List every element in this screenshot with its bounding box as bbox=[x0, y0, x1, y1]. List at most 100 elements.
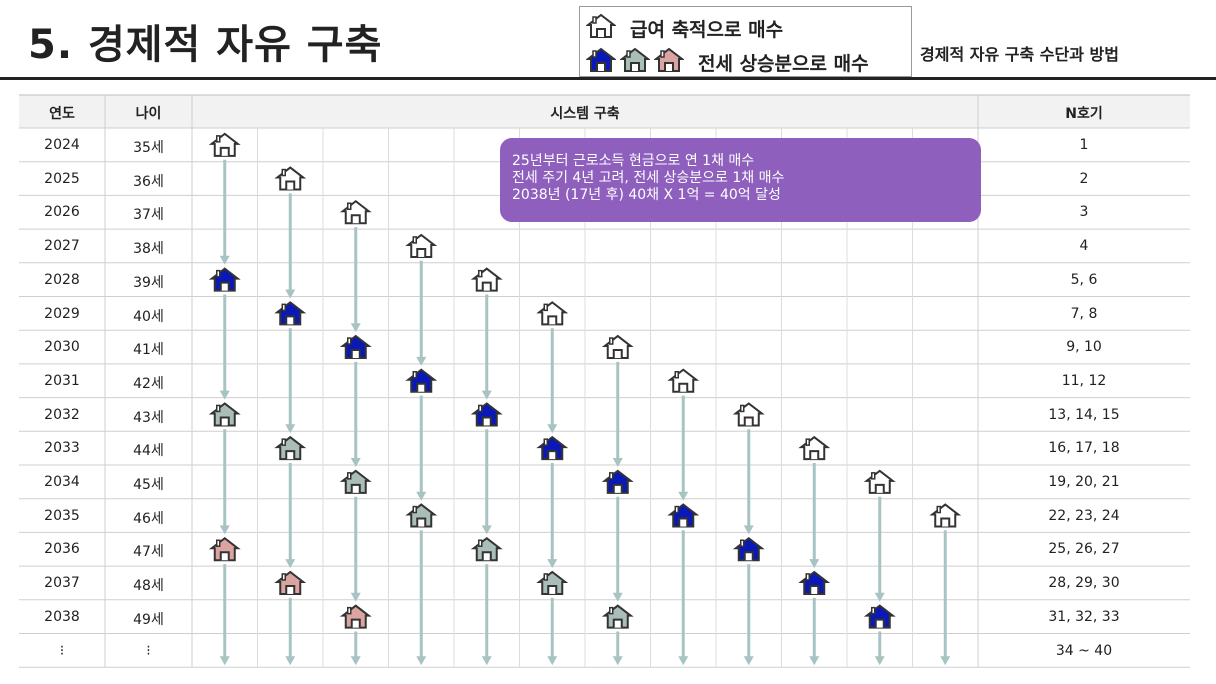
house-icon-pink bbox=[339, 604, 372, 629]
cell-count: 31, 32, 33 bbox=[1048, 608, 1120, 625]
legend-deposit-row: 전세 상승분으로 매수 bbox=[585, 47, 869, 77]
house-icon-gray bbox=[470, 536, 503, 562]
arrow-head bbox=[612, 656, 623, 666]
legend-deposit-label: 전세 상승분으로 매수 bbox=[698, 52, 869, 75]
header-count: N호기 bbox=[1065, 106, 1103, 122]
arrow-head bbox=[612, 458, 623, 467]
arrow-head bbox=[219, 656, 230, 666]
cell-age: 45세 bbox=[133, 477, 164, 493]
arrow-head bbox=[219, 525, 230, 535]
cell-year: 2034 bbox=[44, 474, 80, 490]
cell-count: 11, 12 bbox=[1061, 372, 1107, 389]
cell-year: 2028 bbox=[44, 271, 80, 288]
house-icon-pink bbox=[653, 47, 688, 77]
cell-year: 2026 bbox=[44, 204, 80, 221]
house-icon-blue bbox=[863, 604, 896, 629]
arrow-head bbox=[350, 656, 361, 666]
cell-year: 2037 bbox=[44, 575, 80, 592]
arrow-head bbox=[547, 559, 558, 569]
title-divider bbox=[0, 77, 1216, 80]
house-icon-blue bbox=[274, 301, 307, 326]
house-icon-white bbox=[208, 132, 241, 157]
cell-age: 40세 bbox=[133, 308, 164, 325]
arrow-head bbox=[350, 323, 361, 333]
house-icon-blue bbox=[339, 334, 372, 360]
arrow-head bbox=[481, 656, 492, 666]
arrow-head bbox=[219, 255, 230, 265]
arrow-head bbox=[285, 289, 296, 299]
arrow-head bbox=[809, 559, 820, 569]
header-system: 시스템 구축 bbox=[550, 106, 620, 122]
house-icon-white bbox=[585, 13, 620, 43]
callout-line: 25년부터 근로소득 현금으로 연 1채 매수 bbox=[512, 153, 755, 169]
cell-count: 5, 6 bbox=[1070, 271, 1098, 288]
arrow-head bbox=[547, 424, 558, 434]
arrow-head bbox=[743, 525, 754, 535]
arrow-head bbox=[285, 424, 296, 434]
house-icon-white bbox=[536, 301, 569, 326]
cell-count: 34 ~ 40 bbox=[1055, 642, 1113, 659]
house-icon-blue bbox=[536, 435, 569, 461]
callout-line: 전세 주기 4년 고려, 전세 상승분으로 1채 매수 bbox=[512, 170, 785, 186]
house-icon-pink bbox=[274, 570, 307, 595]
cell-age: 43세 bbox=[133, 409, 164, 426]
cell-age: 49세 bbox=[133, 611, 164, 628]
cell-age: 37세 bbox=[133, 207, 164, 224]
cell-year: 2033 bbox=[44, 440, 80, 457]
arrow-head bbox=[285, 559, 296, 569]
arrow-head bbox=[481, 525, 492, 535]
header-year: 연도 bbox=[49, 106, 75, 122]
cell-age: 46세 bbox=[133, 510, 164, 527]
house-icon-white bbox=[470, 267, 503, 292]
cell-count: 2 bbox=[1079, 170, 1089, 187]
cell-year: 2032 bbox=[44, 406, 80, 423]
house-icon-gray bbox=[405, 503, 438, 528]
house-icon-gray bbox=[339, 469, 372, 494]
arrow-head bbox=[350, 592, 361, 602]
page-subtitle: 경제적 자유 구축 수단과 방법 bbox=[920, 45, 1119, 64]
arrow-head bbox=[743, 656, 754, 666]
arrow-head bbox=[481, 390, 492, 400]
arrow-head bbox=[940, 656, 951, 666]
legend-salary-label: 급여 축적으로 매수 bbox=[630, 18, 784, 41]
arrow-head bbox=[809, 656, 820, 666]
cell-age: 48세 bbox=[133, 578, 164, 595]
legend-box: 급여 축적으로 매수 전세 상승분으로 매수 bbox=[579, 6, 912, 77]
arrow-head bbox=[416, 491, 427, 501]
cell-count: 25, 26, 27 bbox=[1048, 541, 1120, 558]
cell-count: 7, 8 bbox=[1070, 305, 1098, 322]
header-age: 나이 bbox=[135, 106, 162, 122]
arrow-head bbox=[678, 656, 689, 666]
house-icon-white bbox=[798, 435, 831, 461]
house-icon-blue bbox=[732, 536, 765, 562]
arrow-head bbox=[416, 656, 427, 666]
cell-count: 22, 23, 24 bbox=[1048, 507, 1120, 524]
house-icon-white bbox=[732, 402, 765, 427]
house-icon-gray bbox=[274, 435, 307, 461]
arrow-head bbox=[350, 458, 361, 467]
cell-age: 41세 bbox=[133, 342, 164, 359]
arrow-head bbox=[874, 656, 885, 666]
cell-count: 4 bbox=[1079, 238, 1089, 255]
arrow-head bbox=[678, 491, 689, 501]
cell-age: 36세 bbox=[133, 173, 164, 190]
cell-year: 2036 bbox=[44, 541, 80, 558]
callout-note: 25년부터 근로소득 현금으로 연 1채 매수 전세 주기 4년 고려, 전세 … bbox=[500, 138, 981, 222]
cell-age: 42세 bbox=[133, 375, 164, 392]
house-icon-blue bbox=[798, 570, 831, 595]
cell-age: 47세 bbox=[133, 544, 164, 561]
cell-year: 2035 bbox=[44, 507, 80, 524]
house-icon-gray bbox=[536, 570, 569, 595]
house-icon-white bbox=[667, 368, 700, 393]
house-icon-gray bbox=[208, 402, 241, 427]
house-icon-blue bbox=[601, 469, 634, 494]
cell-year: 2029 bbox=[44, 305, 80, 322]
arrow-head bbox=[874, 592, 885, 602]
house-icon-gray bbox=[601, 604, 634, 629]
cell-count: 3 bbox=[1079, 204, 1089, 221]
house-icon-blue bbox=[667, 503, 700, 528]
legend-salary-row: 급여 축적으로 매수 bbox=[585, 13, 784, 43]
cell-count: 28, 29, 30 bbox=[1048, 575, 1120, 592]
cell-year: 2030 bbox=[44, 339, 80, 356]
arrow-head bbox=[219, 390, 230, 400]
